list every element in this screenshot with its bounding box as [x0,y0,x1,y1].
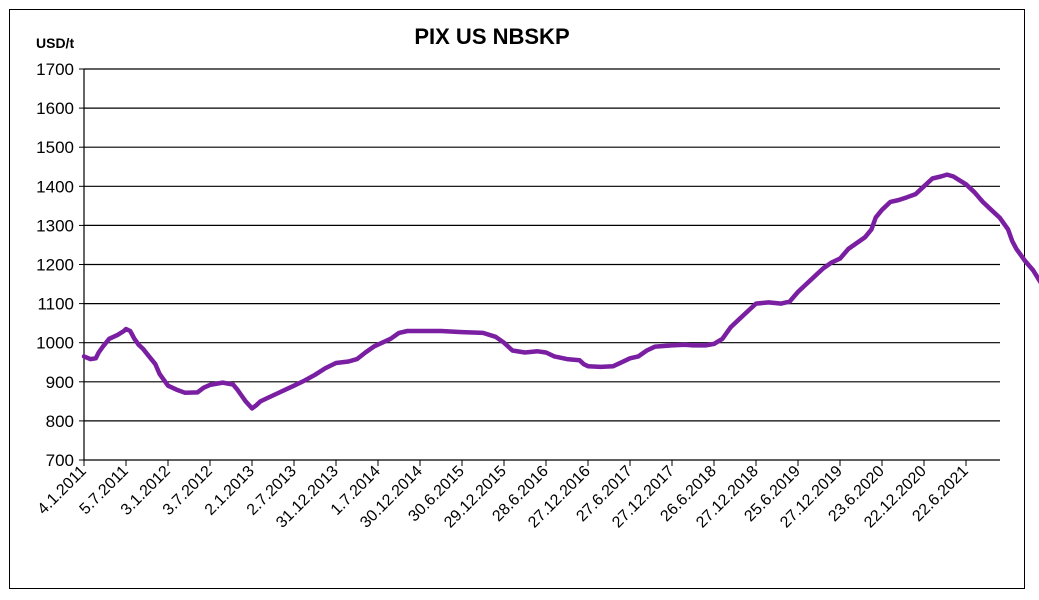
y-tick-labels: 700 800 900 1000 1100 1200 1300 1400 1500 1600 170… [36,60,74,470]
y-axis-unit-label: USD/t [36,35,74,51]
y-tick-label: 800 [46,412,74,431]
y-tick-label: 700 [46,451,74,470]
chart-title: PIX US NBSKP [414,24,569,49]
x-tick-labels: 4.1.20115.7.20113.1.20123.7.20122.1.2013… [35,463,972,532]
y-tick-label: 1100 [37,295,74,314]
y-tick-label: 1600 [36,99,74,118]
y-tick-label: 1000 [36,334,74,353]
y-tick-label: 1500 [36,138,74,157]
y-tick-label: 900 [46,373,74,392]
axes [79,68,1000,466]
series-layer [81,172,1039,411]
y-tick-label: 1200 [36,256,74,275]
series-line [81,172,1039,411]
y-tick-label: 1300 [36,216,74,235]
y-tick-label: 1400 [36,177,74,196]
gridlines [84,68,1000,422]
chart-frame [9,9,1025,589]
y-tick-label: 1700 [36,60,74,79]
